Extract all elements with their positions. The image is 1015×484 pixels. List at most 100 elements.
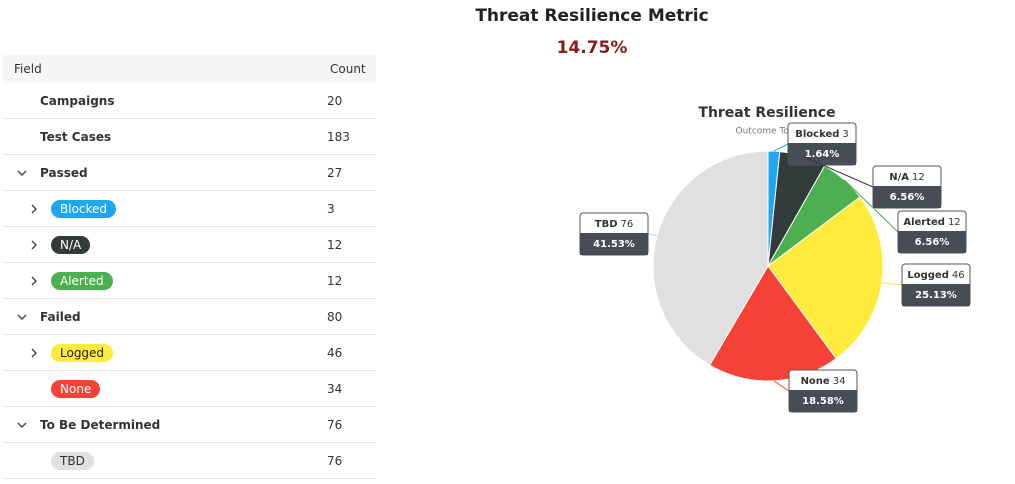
count: 46	[952, 270, 965, 281]
category: N/A	[889, 172, 909, 183]
table-row: TBD 76	[3, 443, 376, 479]
count: 34	[327, 381, 343, 396]
connector	[773, 380, 790, 392]
percent-label: 1.64%	[805, 149, 840, 160]
field: Campaigns	[40, 93, 115, 108]
pie-slice	[767, 151, 826, 267]
table-row[interactable]: Alerted 12	[3, 263, 376, 299]
expand-icon[interactable]	[30, 240, 38, 250]
field: Passed	[40, 165, 88, 180]
pie-slice	[767, 150, 781, 267]
page-title: Threat Resilience Metric	[475, 6, 709, 26]
tooltips: Blocked31.64%N/A126.56%Alerted126.56%Log…	[579, 122, 971, 413]
collapse-icon[interactable]	[17, 421, 27, 429]
tooltip-footer	[580, 233, 648, 255]
pill: N/A	[51, 235, 91, 254]
collapse-icon[interactable]	[17, 169, 27, 177]
tooltip-label: N/A12	[889, 172, 925, 183]
table: Field Count Campaigns 20 Test Cases 183 Pa…	[3, 55, 376, 479]
field: Failed	[40, 309, 81, 324]
count: 76	[621, 219, 634, 230]
table-row: Campaigns 20	[3, 83, 376, 119]
count: 3	[327, 201, 335, 216]
table-row[interactable]: Failed 80	[3, 299, 376, 335]
tooltip-footer	[789, 390, 857, 412]
category: None	[801, 376, 830, 387]
pie-slice	[767, 165, 861, 267]
count: 183	[327, 129, 350, 144]
count: 12	[327, 273, 343, 288]
percent-label: 25.13%	[915, 290, 957, 301]
count: 76	[327, 453, 343, 468]
percent-label: 6.56%	[890, 192, 925, 203]
table-header: Field Count	[3, 55, 376, 83]
count: 80	[327, 309, 343, 324]
table-row: Test Cases 183	[3, 119, 376, 155]
table-row[interactable]: Passed 27	[3, 155, 376, 191]
connector	[843, 179, 899, 233]
count: 3	[842, 129, 848, 140]
tooltip-box	[787, 122, 857, 166]
tooltip-footer	[788, 143, 856, 165]
connector	[647, 233, 658, 237]
connector	[881, 282, 903, 286]
percent-label: 41.53%	[593, 239, 635, 250]
tooltip-box	[788, 369, 858, 413]
chart-title: Threat Resilience	[698, 105, 835, 121]
count: 12	[912, 172, 925, 183]
tooltip-box	[579, 212, 649, 256]
chart-subtitle: Outcome Total	[736, 127, 801, 137]
tooltip-box	[897, 210, 967, 254]
count: 12	[948, 217, 961, 228]
collapse-icon[interactable]	[17, 313, 27, 321]
table-row[interactable]: Logged 46	[3, 335, 376, 371]
table-row[interactable]: To Be Determined 76	[3, 407, 376, 443]
expand-icon[interactable]	[30, 276, 38, 286]
pill: Blocked	[51, 199, 117, 218]
connector	[773, 143, 789, 152]
connector	[802, 155, 874, 188]
tooltip: N/A12 6.56%	[872, 165, 942, 209]
column-header[interactable]: Count	[330, 62, 366, 76]
column-header[interactable]: Field	[14, 62, 42, 76]
category: Alerted	[903, 217, 945, 228]
pill: TBD	[51, 451, 94, 470]
pill: Alerted	[51, 271, 113, 290]
pill: None	[51, 379, 101, 398]
slices	[652, 150, 884, 382]
tooltip-footer	[873, 186, 941, 208]
tooltip-footer	[898, 231, 966, 253]
count: 12	[327, 237, 343, 252]
count: 27	[327, 165, 343, 180]
expand-icon[interactable]	[30, 204, 38, 214]
category: Blocked	[795, 129, 839, 140]
pie-slice	[767, 196, 884, 360]
count: 46	[327, 345, 343, 360]
tooltip: Blocked31.64%	[787, 122, 857, 166]
count: 34	[833, 376, 846, 387]
table-row[interactable]: Blocked 3	[3, 191, 376, 227]
pill: Logged	[51, 343, 114, 362]
tooltip-box	[872, 165, 942, 209]
category: TBD	[595, 219, 618, 230]
pie-slice	[708, 265, 837, 382]
percent-label: 18.58%	[802, 396, 844, 407]
metric-value: 14.75%	[556, 38, 628, 58]
percent-label: 6.56%	[915, 237, 950, 248]
count: 76	[327, 417, 343, 432]
expand-icon[interactable]	[30, 348, 38, 358]
tooltip-footer	[902, 284, 970, 306]
count: 20	[327, 93, 343, 108]
table-row: None 34	[3, 371, 376, 407]
table-row[interactable]: N/A 12	[3, 227, 376, 263]
field: To Be Determined	[40, 417, 161, 432]
